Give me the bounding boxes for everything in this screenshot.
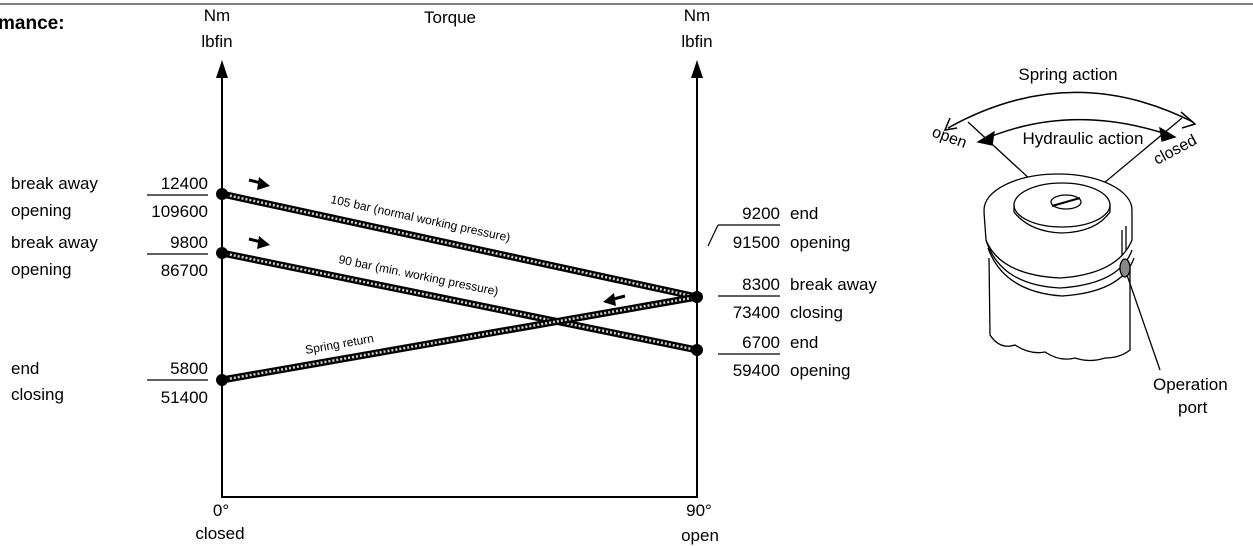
left-point-1: break away opening 9800 86700 xyxy=(11,233,208,280)
right-point-0-lbfin: 91500 xyxy=(733,233,780,252)
left-point-0-desc-line2: opening xyxy=(11,201,72,220)
right-point-0-nm: 9200 xyxy=(742,204,780,223)
right-point-2-lbfin: 59400 xyxy=(733,361,780,380)
right-point-0-desc-line2: opening xyxy=(790,233,851,252)
left-point-2-nm: 5800 xyxy=(170,359,208,378)
hydraulic-action-label: Hydraulic action xyxy=(1023,129,1144,148)
operation-port-label-line1: Operation xyxy=(1153,375,1228,394)
right-axis-unit-nm: Nm xyxy=(684,6,710,25)
open-label: open xyxy=(930,124,969,152)
hydraulic-action-arc xyxy=(977,118,1176,143)
left-point-2-desc-line2: closing xyxy=(11,385,64,404)
left-point-2: end closing 5800 51400 xyxy=(11,359,208,407)
x-left-state: closed xyxy=(195,524,244,543)
right-point-1-desc-line1: break away xyxy=(790,275,877,294)
right-axis-unit-lbfin: lbfin xyxy=(681,32,712,51)
left-point-1-desc-line1: break away xyxy=(11,233,98,252)
right-point-0-desc-line1: end xyxy=(790,204,818,223)
left-point-0-lbfin: 109600 xyxy=(151,202,208,221)
line-105-bar-fill xyxy=(221,192,698,299)
point-left-9800 xyxy=(216,247,228,259)
right-point-1-desc-line2: closing xyxy=(790,303,843,322)
left-axis-arrow xyxy=(216,60,228,78)
left-point-1-lbfin: 86700 xyxy=(161,261,208,280)
left-point-1-desc-line2: opening xyxy=(11,260,72,279)
spring-action-arc xyxy=(947,91,1194,129)
x-left-angle: 0° xyxy=(213,501,229,520)
right-point-0: 9200 91500 end opening xyxy=(707,204,851,252)
left-point-0-nm: 12400 xyxy=(161,174,208,193)
actuator-body xyxy=(988,257,1131,362)
right-point-2-desc-line1: end xyxy=(790,333,818,352)
right-point-2-nm: 6700 xyxy=(742,333,780,352)
direction-arrow-90 xyxy=(248,236,270,249)
right-point-1-lbfin: 73400 xyxy=(733,303,780,322)
chart-title: Torque xyxy=(424,8,476,27)
left-point-2-desc-line1: end xyxy=(11,359,39,378)
operation-port-label-line2: port xyxy=(1178,398,1208,417)
right-point-2: 6700 59400 end opening xyxy=(718,333,851,380)
spring-action-label: Spring action xyxy=(1018,65,1117,84)
x-right-state: open xyxy=(681,526,719,545)
left-point-0: break away opening 12400 109600 xyxy=(11,174,208,221)
point-left-5800 xyxy=(216,374,228,386)
right-point-1: 8300 73400 break away closing xyxy=(718,275,877,322)
right-axis-arrow xyxy=(691,60,703,78)
left-point-1-nm: 9800 xyxy=(170,233,208,252)
point-right-6700 xyxy=(691,344,703,356)
x-right-angle: 90° xyxy=(686,501,712,520)
left-point-0-desc-line1: break away xyxy=(11,174,98,193)
section-title: mance: xyxy=(0,13,65,34)
line-90-bar-fill xyxy=(221,251,698,352)
line-spring-return-fill xyxy=(221,295,698,382)
left-axis-unit-nm: Nm xyxy=(204,6,230,25)
actuator-illustration xyxy=(943,91,1197,371)
left-point-2-lbfin: 51400 xyxy=(161,388,208,407)
direction-arrow-spring xyxy=(603,293,626,306)
point-left-12400 xyxy=(216,188,228,200)
direction-arrow-105 xyxy=(248,177,270,190)
right-point-2-desc-line2: opening xyxy=(790,361,851,380)
point-right-8300 xyxy=(691,291,703,303)
right-point-1-nm: 8300 xyxy=(742,275,780,294)
left-axis-unit-lbfin: lbfin xyxy=(201,32,232,51)
